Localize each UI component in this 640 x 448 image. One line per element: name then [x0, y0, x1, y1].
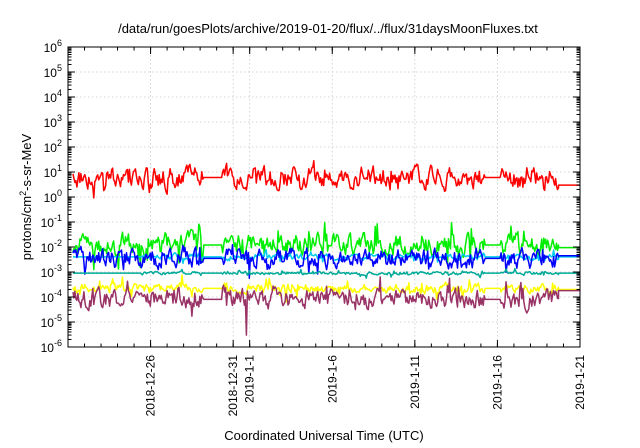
x-tick-label: 2019-1-21 — [573, 355, 587, 410]
y-tick-base: 10 — [44, 91, 58, 105]
y-axis-label-tail: -s-sr-MeV — [19, 133, 34, 190]
x-tick-label: 2019-1-11 — [408, 355, 422, 409]
series-line — [72, 274, 580, 304]
y-tick-label: 106 — [44, 38, 62, 55]
y-axis-label-superscript: 2 — [18, 191, 28, 196]
series-lines — [72, 159, 580, 336]
y-tick-label: 10-2 — [41, 238, 62, 255]
y-tick-label: 100 — [44, 188, 62, 205]
y-tick-base: 10 — [41, 316, 55, 330]
y-tick-base: 10 — [44, 141, 58, 155]
series-line — [72, 159, 580, 199]
y-tick-label: 10-3 — [41, 263, 62, 280]
y-tick-label: 102 — [44, 138, 62, 155]
y-tick-base: 10 — [44, 191, 58, 205]
y-tick-label: 10-5 — [41, 313, 62, 330]
y-tick-exponent: 3 — [57, 113, 62, 123]
y-tick-base: 10 — [41, 291, 55, 305]
x-axis-label: Coordinated Universal Time (UTC) — [224, 428, 423, 443]
y-tick-base: 10 — [41, 266, 55, 280]
y-tick-base: 10 — [41, 216, 55, 230]
y-tick-base: 10 — [44, 166, 58, 180]
y-tick-exponent: -1 — [54, 213, 62, 223]
y-axis-label: protons/cm2-s-sr-MeV — [18, 133, 34, 260]
x-tick-label: 2018-12-31 — [226, 355, 240, 417]
y-tick-base: 10 — [44, 66, 58, 80]
y-tick-exponent: 2 — [57, 138, 62, 148]
y-tick-exponent: 4 — [57, 88, 62, 98]
y-tick-base: 10 — [41, 241, 55, 255]
series-line — [72, 221, 580, 271]
y-tick-base: 10 — [44, 41, 58, 55]
x-tick-label: 2019-1-16 — [490, 355, 504, 410]
y-tick-exponent: -3 — [54, 263, 62, 273]
y-tick-label: 10-1 — [41, 213, 62, 230]
series-line — [72, 276, 580, 336]
grid-lines — [68, 47, 581, 347]
y-tick-base: 10 — [44, 116, 58, 130]
y-tick-exponent: -4 — [54, 288, 62, 298]
x-tick-label: 2019-1-6 — [325, 355, 339, 403]
x-tick-labels: 2018-12-26 2018-12-31 2019-1-1 2019-1-6 2019… — [144, 355, 587, 417]
x-tick-label: 2018-12-26 — [144, 355, 158, 417]
y-tick-exponent: 6 — [57, 38, 62, 48]
y-tick-label: 103 — [44, 113, 62, 130]
axis-ticks — [68, 46, 581, 348]
y-tick-base: 10 — [41, 341, 55, 355]
chart-title: /data/run/goesPlots/archive/2019-01-20/f… — [118, 21, 538, 36]
y-tick-label: 104 — [44, 88, 62, 105]
y-tick-exponent: -5 — [54, 313, 62, 323]
y-tick-label: 10-6 — [41, 338, 62, 355]
y-tick-exponent: 5 — [57, 63, 62, 73]
y-tick-label: 105 — [44, 63, 62, 80]
x-tick-label: 2019-1-1 — [243, 355, 257, 403]
series-line — [72, 243, 580, 279]
series-line — [73, 267, 580, 279]
y-tick-exponent: 1 — [57, 163, 62, 173]
y-tick-labels: 10-610-510-410-310-210-11001011021031041… — [41, 38, 62, 355]
y-tick-exponent: -6 — [54, 338, 62, 348]
y-axis-label-main: protons/cm — [19, 196, 34, 260]
y-tick-exponent: 0 — [57, 188, 62, 198]
y-tick-label: 10-4 — [41, 288, 62, 305]
y-tick-label: 101 — [44, 163, 62, 180]
y-tick-exponent: -2 — [54, 238, 62, 248]
series-line — [73, 249, 580, 265]
